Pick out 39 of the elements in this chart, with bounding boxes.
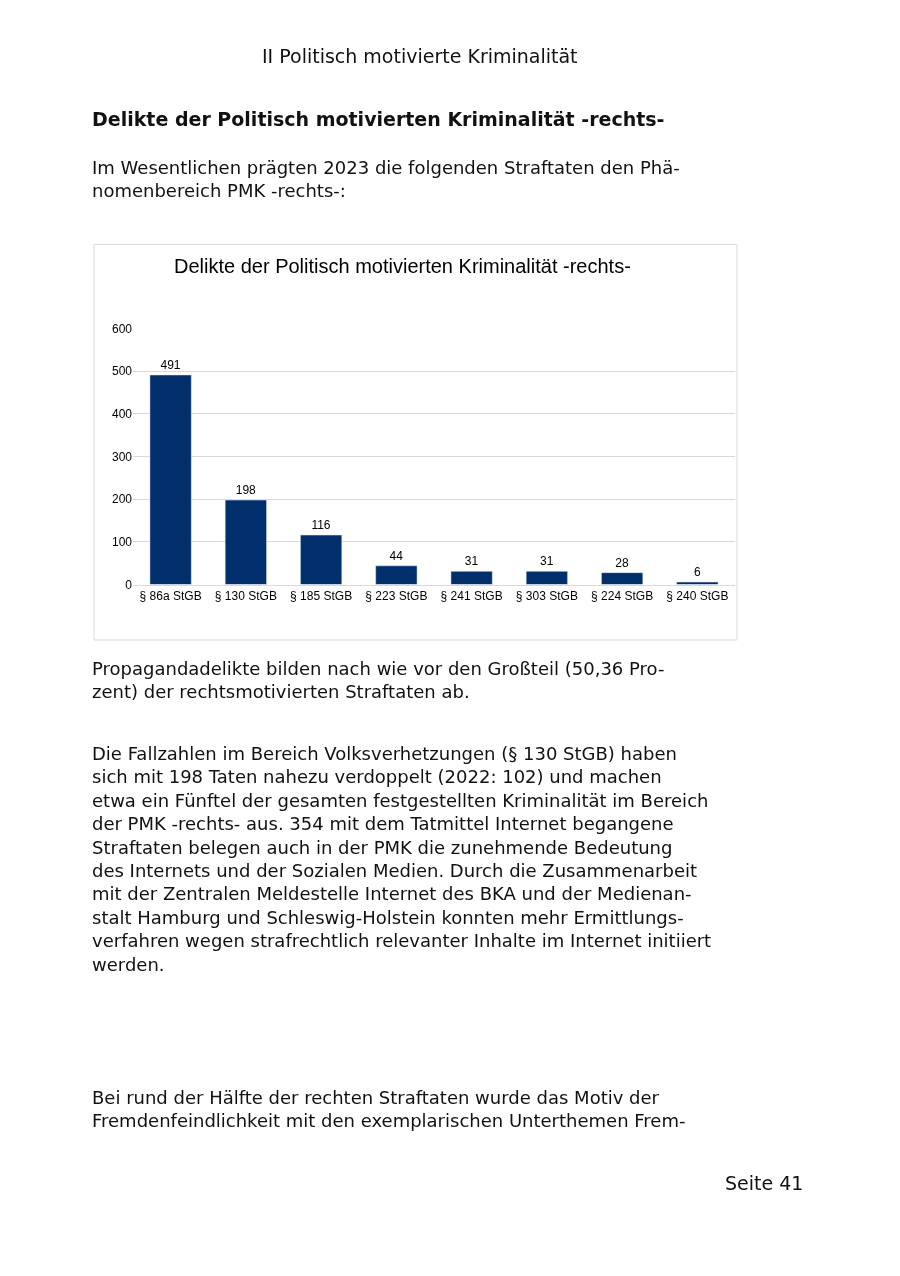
y-tick-label: 500 [111,364,133,379]
text: Delikte der Politisch motivierten Kriminalität -rechts- [92,108,665,130]
chart-title: Delikte der Politisch motivierten Kriminalität -rechts- [174,255,631,277]
y-tick-label: 600 [111,321,133,336]
data-label: 198 [235,483,257,498]
data-label: 6 [693,565,701,580]
data-label: 491 [160,357,181,372]
bar [375,565,418,585]
y-tick-label: 200 [111,492,133,507]
bar [601,572,644,585]
x-tick-label: § 303 StGB [515,588,578,603]
text: Bei rund der Hälfte der rechten Straftaten wurde das Motiv der Fremdenfeindlichkeit mit den exemplarischen Unterthemen Frem- [92,1087,686,1132]
y-tick-label: 400 [111,407,133,422]
data-label: 116 [311,518,331,533]
data-label: 31 [464,554,479,569]
text: Die Fallzahlen im Bereich Volksverhetzungen (§ 130 StGB) haben sich mit 198 Taten nahezu verdoppelt (2022: 102) und machen etwa ein Fünftel der gesamten festgestellten Kriminalität im Bereich der PMK -rechts- aus. 354 mit dem Tatmittel Internet begangene Straftaten belegen auch in der PMK die zunehmende Bedeutung des Internets und der Sozialen Medien. Durch die Zusammenarbeit mit der Zentralen Meldestelle Internet des BKA und der Medienan- stalt Hamburg und Schleswig-Holstein konnten mehr Ermittlungs- verfahren wegen strafrechtlich relevanter Inhalte im Internet initiiert werden. [92,743,712,975]
x-tick-label: § 224 StGB [591,588,654,603]
bar [525,571,568,585]
y-tick-label: 300 [111,449,133,464]
text: Im Wesentlichen prägten 2023 die folgenden Straftaten den Phä- nomenbereich PMK -rechts-: [92,157,680,202]
x-tick-label: § 223 StGB [365,588,428,603]
x-tick-label: § 130 StGB [214,588,277,603]
bar [300,534,343,585]
x-tick-label: § 241 StGB [440,588,503,603]
data-label: 31 [540,554,554,569]
text: Seite 41 [725,1172,804,1194]
x-tick-label: § 240 StGB [666,588,729,603]
x-tick-label: § 86a StGB [139,588,202,603]
bar [450,571,493,585]
bar [149,374,192,585]
text: II Politisch motivierte Kriminalität [262,45,578,67]
text: Propagandadelikte bilden nach wie vor den Großteil (50,36 Pro- zent) der rechtsmotivierten Straftaten ab. [92,658,665,703]
y-tick-label: 0 [125,577,133,592]
bar [224,499,267,585]
y-tick-label: 100 [111,535,133,550]
bar [676,581,719,585]
data-label: 28 [615,555,629,570]
data-label: 44 [389,548,404,563]
x-tick-label: § 185 StGB [290,588,353,603]
